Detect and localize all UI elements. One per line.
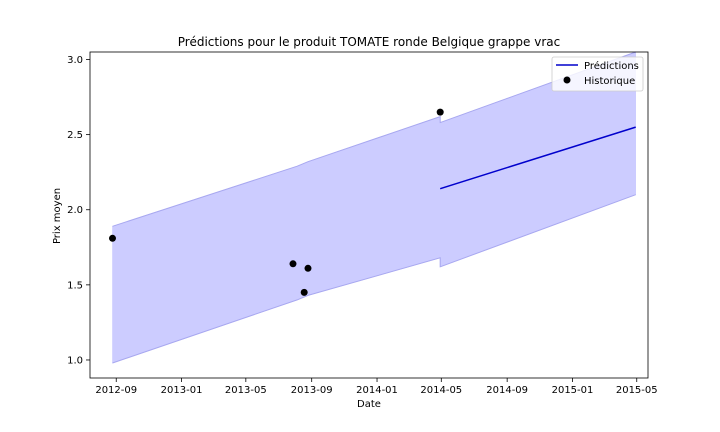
plot-area	[109, 51, 637, 364]
prediction-line	[439, 126, 636, 190]
uncertainty-band-segment	[296, 161, 309, 301]
legend-history-swatch	[563, 76, 571, 84]
uncertainty-band-layer	[112, 51, 637, 364]
legend-predictions-label: Prédictions	[584, 60, 639, 72]
x-tick-label: 2013-01	[161, 385, 203, 396]
y-tick-label: 1.5	[67, 280, 83, 291]
y-tick-label: 2.0	[67, 205, 83, 216]
x-tick-label: 2013-09	[291, 385, 333, 396]
history-point	[304, 264, 312, 272]
x-tick-label: 2015-05	[616, 385, 658, 396]
plot-frame	[89, 51, 649, 379]
history-point	[109, 234, 116, 242]
legend-history-label: Historique	[584, 76, 635, 87]
y-tick-label: 1.0	[67, 355, 83, 366]
y-tick-label: 3.0	[67, 55, 83, 66]
x-tick-label: 2014-09	[486, 385, 528, 396]
history-points-layer	[109, 108, 444, 296]
x-tick-label: 2012-09	[95, 385, 137, 396]
x-tick-label: 2015-01	[552, 385, 594, 396]
legend: Prédictions Historique	[551, 56, 644, 92]
y-axis: 1.0 1.5 2.0 2.5 3.0	[67, 55, 90, 366]
uncertainty-band-upper-edge	[112, 51, 636, 227]
prediction-line-layer	[439, 126, 636, 190]
y-tick-label: 2.5	[67, 130, 83, 141]
x-tick-label: 2014-01	[356, 385, 398, 396]
uncertainty-band-segment	[112, 165, 298, 364]
y-axis-label: Prix moyen	[52, 188, 63, 244]
x-tick-label: 2013-05	[225, 385, 267, 396]
uncertainty-band-lower-edge	[112, 194, 636, 364]
history-point	[300, 288, 308, 296]
x-axis: 2012-09 2013-01 2013-05 2013-09 2014-01 2014-…	[95, 378, 658, 396]
history-point	[436, 108, 444, 116]
uncertainty-band-segment	[307, 116, 441, 296]
x-tick-label: 2014-05	[420, 385, 462, 396]
history-point	[289, 260, 297, 268]
x-axis-label: Date	[357, 399, 381, 410]
chart-title: Prédictions pour le produit TOMATE ronde…	[178, 35, 560, 49]
